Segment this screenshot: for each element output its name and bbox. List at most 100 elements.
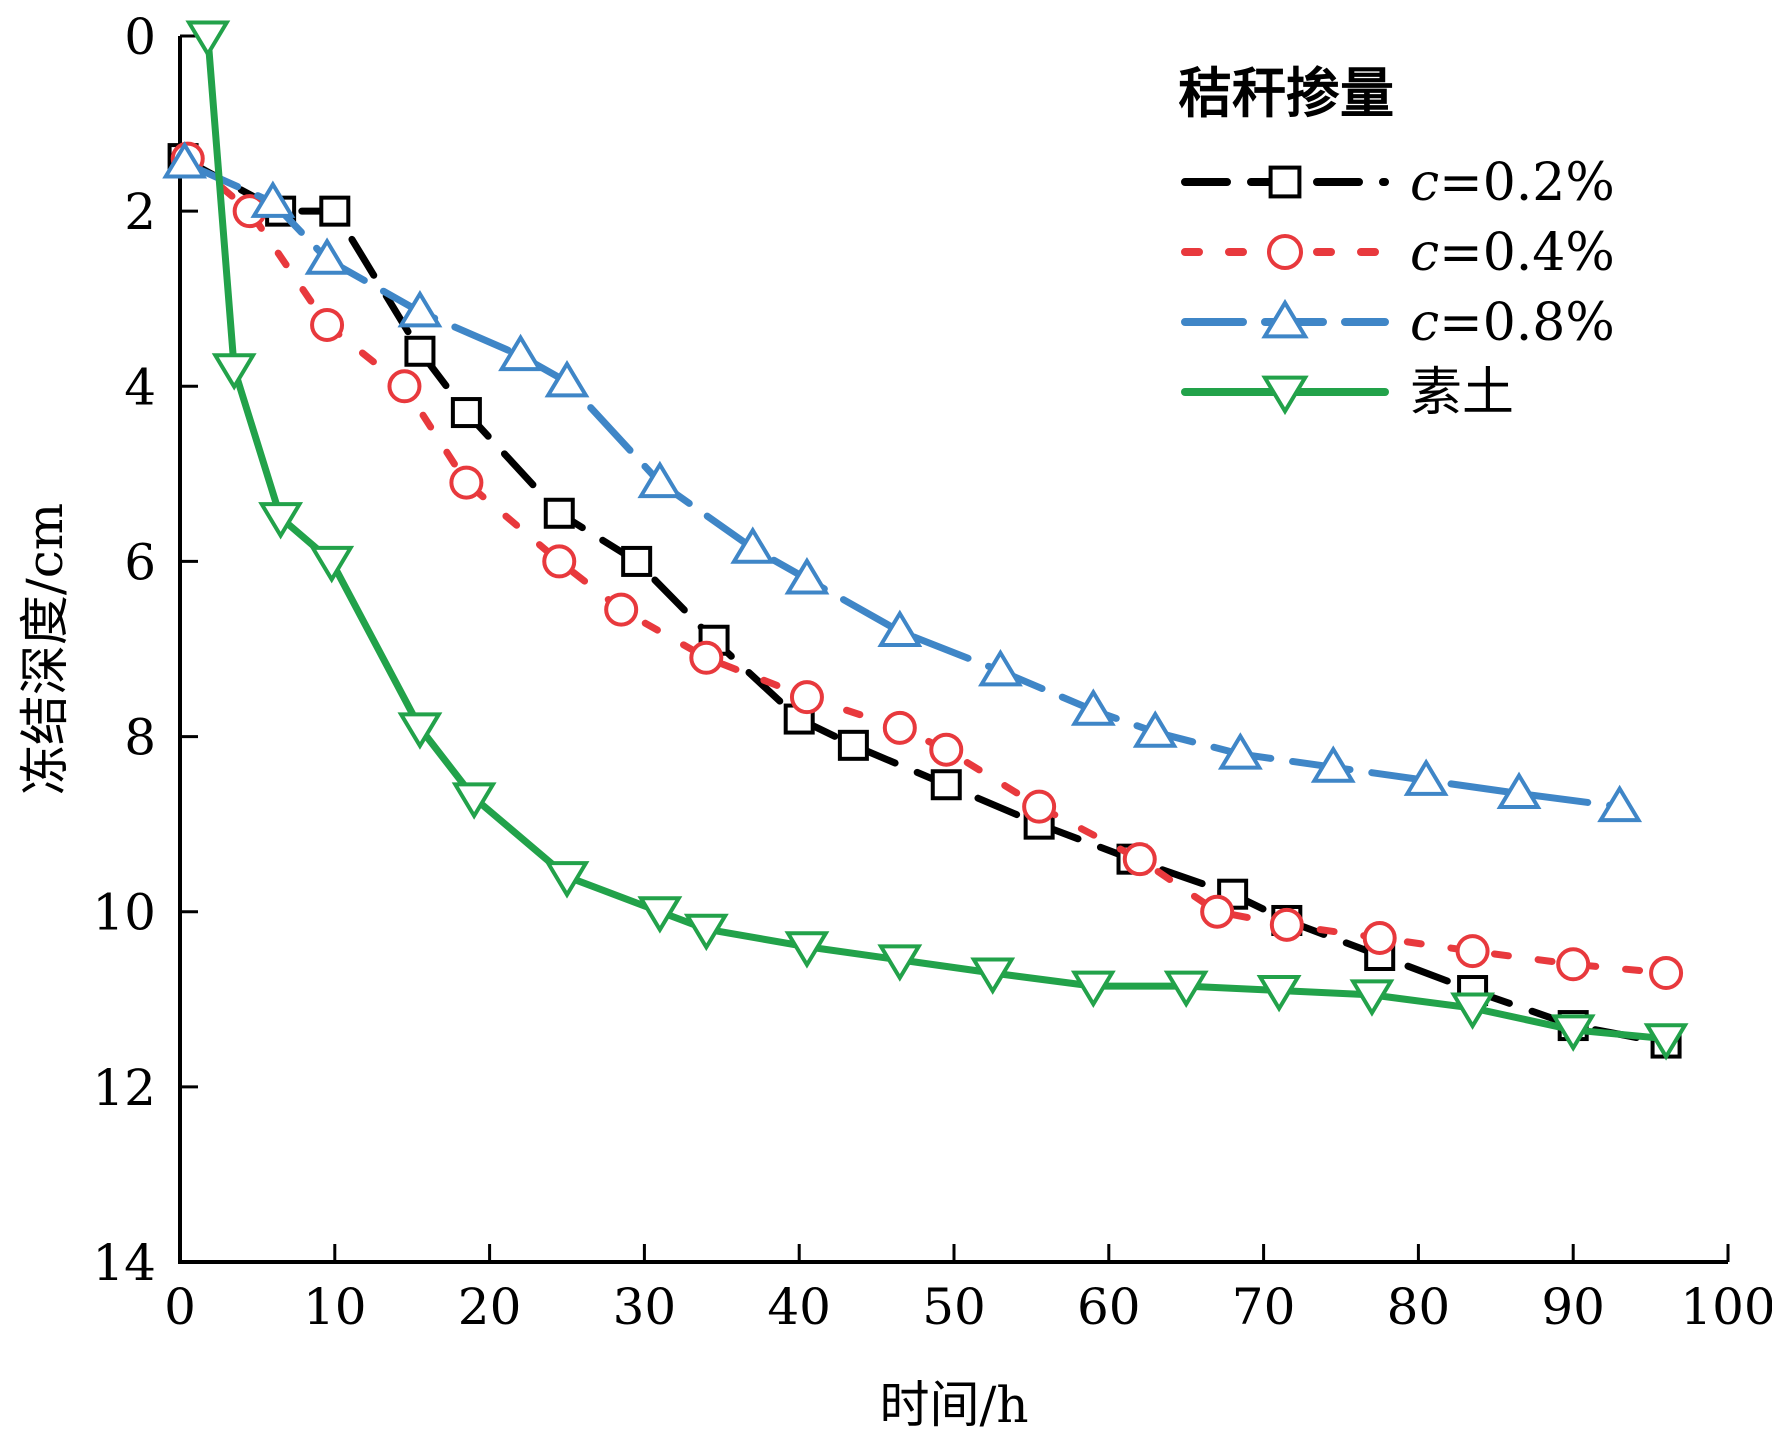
y-tick-label: 6: [124, 533, 156, 591]
data-point-marker: [1022, 789, 1057, 824]
x-tick-label: 60: [1077, 1278, 1141, 1336]
x-tick-label: 70: [1232, 1278, 1296, 1336]
data-point-marker: [544, 861, 590, 899]
data-point-marker: [1556, 947, 1591, 982]
data-point-marker: [1403, 758, 1449, 796]
data-point-marker: [319, 195, 351, 227]
data-point-marker: [1163, 970, 1209, 1009]
legend-label: c=0.2%: [1410, 153, 1615, 213]
data-point-marker: [930, 769, 962, 801]
data-point-marker: [929, 732, 964, 767]
data-point-marker: [604, 592, 639, 627]
legend-title: 秸秆掺量: [1178, 61, 1394, 125]
data-point-marker: [185, 20, 231, 58]
data-point-marker: [1450, 992, 1496, 1030]
axes: 0 10 20 30 40 50 60 70 80 90 100 0 2 4 6 8 10 12 14: [92, 8, 1772, 1336]
data-point-marker: [1643, 1023, 1689, 1061]
y-axis-label: 冻结深度/cm: [16, 503, 74, 795]
data-point-marker: [451, 782, 497, 820]
data-point-marker: [258, 502, 304, 540]
data-point-marker: [450, 397, 482, 429]
data-point-marker: [1269, 907, 1304, 942]
x-tick-label: 90: [1541, 1278, 1605, 1336]
y-tick-label: 12: [92, 1059, 156, 1117]
data-point-marker: [162, 141, 208, 179]
y-tick-label: 14: [92, 1234, 156, 1292]
data-point-marker: [637, 460, 683, 499]
x-tick-label: 80: [1387, 1278, 1451, 1336]
data-point-marker: [1268, 165, 1302, 199]
x-tick-label: 40: [767, 1278, 831, 1336]
x-tick-label: 50: [922, 1278, 986, 1336]
data-point-marker: [543, 497, 575, 529]
legend-item: 素土: [1181, 363, 1514, 423]
plot-series: [162, 20, 1689, 1061]
data-point-marker: [498, 333, 543, 372]
series-line: [179, 155, 1670, 1047]
data-point-marker: [877, 944, 923, 982]
data-point-marker: [1261, 298, 1309, 339]
data-point-marker: [1267, 234, 1303, 270]
data-point-marker: [1649, 956, 1684, 991]
data-point-marker: [397, 289, 443, 328]
x-tick-label: 10: [303, 1278, 367, 1336]
legend-item: c=0.2%: [1181, 153, 1615, 213]
data-point-marker: [1070, 688, 1116, 726]
data-point-marker: [621, 545, 653, 577]
y-tick-label: 10: [92, 884, 156, 942]
y-tick-label: 4: [124, 358, 156, 416]
y-tick-label: 8: [124, 709, 156, 767]
legend: 秸秆掺量 c=0.2% c=0.4% c=0.8% 素土: [1178, 61, 1615, 423]
y-tick-label: 2: [124, 183, 156, 241]
legend-label: 素土: [1410, 363, 1514, 423]
legend-label: c=0.4%: [1410, 223, 1615, 283]
data-point-marker: [1349, 979, 1395, 1017]
data-point-marker: [211, 353, 257, 391]
x-tick-label: 100: [1680, 1278, 1772, 1336]
series-group: [170, 141, 1684, 991]
data-point-marker: [1550, 1014, 1596, 1052]
x-tick-label: 20: [458, 1278, 522, 1336]
data-point-marker: [689, 640, 724, 675]
data-point-marker: [1217, 732, 1263, 770]
data-point-marker: [542, 544, 577, 579]
data-point-marker: [683, 913, 729, 952]
series-group: [185, 20, 1689, 1061]
data-point-marker: [310, 307, 345, 342]
data-point-marker: [877, 609, 923, 647]
legend-item: c=0.8%: [1181, 293, 1615, 353]
data-point-marker: [637, 896, 683, 934]
data-point-marker: [449, 465, 484, 500]
x-tick-label: 0: [164, 1278, 196, 1336]
data-point-marker: [1362, 920, 1397, 955]
data-point-marker: [1310, 745, 1356, 783]
data-point-marker: [784, 931, 830, 969]
data-point-marker: [1256, 975, 1302, 1013]
legend-label: c=0.8%: [1410, 293, 1615, 353]
legend-item: c=0.4%: [1181, 223, 1615, 283]
data-point-marker: [250, 180, 296, 218]
data-point-marker: [397, 712, 443, 750]
data-point-marker: [1496, 771, 1542, 809]
data-point-marker: [544, 360, 590, 398]
series-group: [162, 141, 1643, 823]
data-point-marker: [1455, 934, 1490, 969]
x-tick-label: 30: [613, 1278, 677, 1336]
data-point-marker: [882, 710, 917, 745]
data-point-marker: [1122, 842, 1157, 877]
series-line: [181, 159, 1624, 811]
y-tick-label: 0: [124, 8, 156, 66]
data-point-marker: [1200, 894, 1235, 929]
data-point-marker: [387, 369, 422, 404]
data-point-marker: [309, 545, 355, 584]
data-point-marker: [1132, 710, 1178, 748]
x-axis-label: 时间/h: [879, 1376, 1028, 1434]
data-point-marker: [1070, 970, 1116, 1009]
data-point-marker: [1597, 784, 1643, 823]
data-point-marker: [404, 335, 436, 367]
data-point-marker: [1261, 375, 1309, 416]
data-point-marker: [837, 729, 869, 761]
data-point-marker: [789, 680, 824, 715]
data-point-marker: [730, 526, 776, 564]
